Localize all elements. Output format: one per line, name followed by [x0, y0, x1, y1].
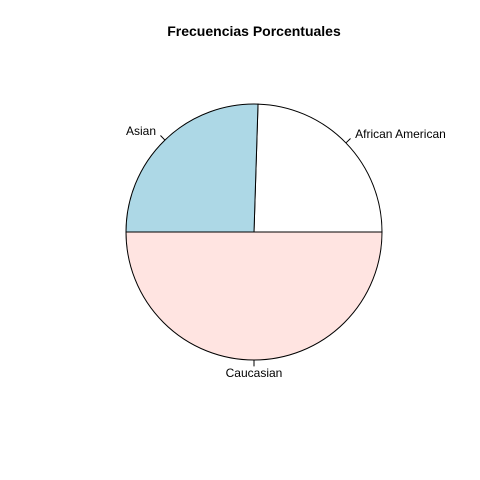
leader-line-asian	[160, 135, 166, 141]
chart-title: Frecuencias Porcentuales	[167, 23, 341, 39]
pie-labels: African American Asian Caucasian	[126, 124, 446, 380]
pie-slice-african-american	[253, 103, 383, 233]
pie-label-african-american: African American	[355, 127, 446, 141]
pie-slice-caucasian	[125, 231, 383, 361]
leader-line-african-american	[345, 138, 351, 144]
pie-label-asian: Asian	[126, 124, 156, 138]
pie-label-caucasian: Caucasian	[226, 366, 283, 380]
pie-slices	[125, 103, 383, 361]
